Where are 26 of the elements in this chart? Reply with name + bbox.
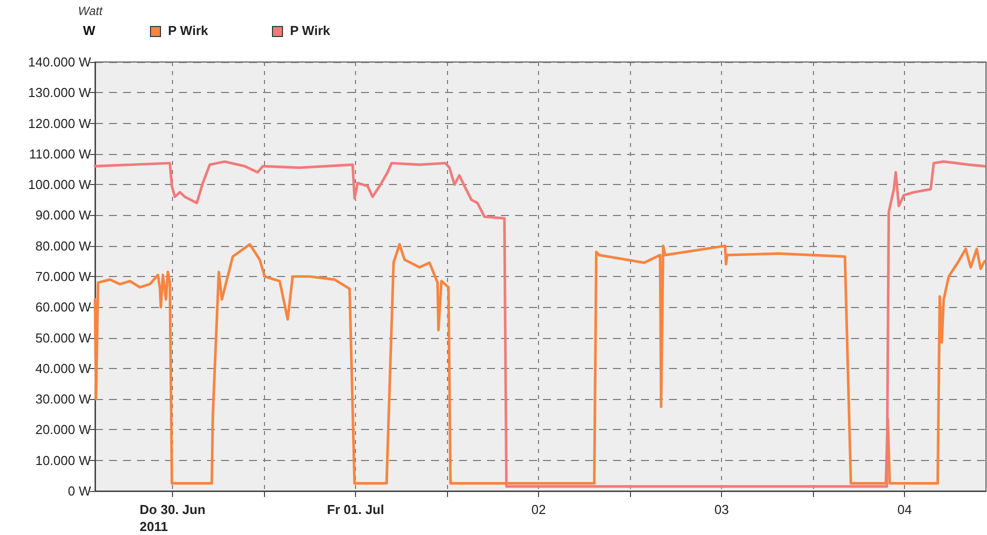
y-tick-label: 10.000 W bbox=[35, 452, 92, 468]
y-tick-label: 40.000 W bbox=[35, 360, 92, 376]
y-tick-label: 70.000 W bbox=[35, 269, 92, 284]
x-tick-label: 03 bbox=[714, 502, 729, 517]
y-tick-label: 80.000 W bbox=[35, 238, 92, 254]
line-series bbox=[94, 243, 986, 485]
y-tick-label: 130.000 W bbox=[28, 85, 92, 100]
legend-label: P Wirk bbox=[290, 23, 331, 38]
y-tick-label: 50.000 W bbox=[35, 330, 92, 346]
line-series bbox=[94, 160, 986, 488]
x-tick-label: 02 bbox=[531, 502, 546, 517]
x-tick-label: Fr 01. Jul bbox=[327, 502, 384, 517]
y-tick-label: 20.000 W bbox=[35, 422, 92, 438]
y-tick-label: 0 W bbox=[68, 484, 92, 498]
y-tick-label: 30.000 W bbox=[35, 392, 92, 407]
y-tick-label: 140.000 W bbox=[28, 54, 92, 70]
y-tick-label: 100.000 W bbox=[28, 177, 92, 192]
y-axis-title: Watt bbox=[78, 4, 104, 18]
y-tick-label: 110.000 W bbox=[29, 146, 92, 162]
y-tick-label: 60.000 W bbox=[35, 300, 92, 315]
text: W bbox=[83, 23, 96, 38]
y-tick-label: 120.000 W bbox=[28, 116, 92, 131]
x-tick-label: Do 30. Jun 2011 bbox=[140, 502, 206, 534]
y-tick-label: 90.000 W bbox=[35, 208, 92, 223]
x-tick-label: 04 bbox=[897, 502, 912, 517]
legend-label: P Wirk bbox=[168, 23, 209, 38]
